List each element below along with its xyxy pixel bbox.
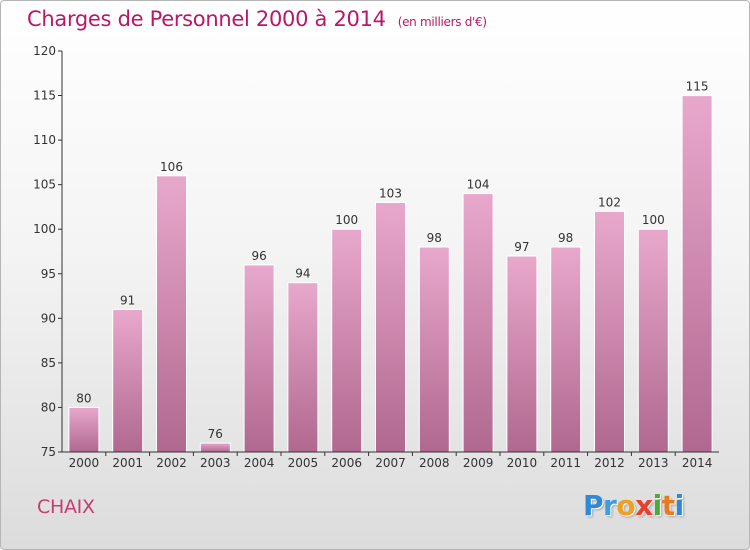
bar-2011 [550,246,582,453]
x-tick-label-2011: 2011 [550,456,581,470]
x-tick-label-2006: 2006 [331,456,362,470]
x-tick-label-2013: 2013 [638,456,669,470]
y-tick-label-75: 75 [41,445,56,459]
data-label-2011: 98 [558,231,573,245]
x-tick-label-2012: 2012 [594,456,625,470]
logo-letter: i [652,489,663,522]
bar-2014 [681,95,713,453]
y-tick-label-105: 105 [33,178,56,192]
bar-2002 [156,175,187,453]
data-label-2014: 115 [686,80,709,94]
data-label-2001: 91 [120,293,135,307]
bar-2012 [594,210,625,453]
x-tick-label-2005: 2005 [288,456,319,470]
x-tick-label-2002: 2002 [156,456,187,470]
x-tick-label-2003: 2003 [200,456,231,470]
data-label-2006: 100 [335,213,358,227]
bar-2003 [199,442,231,453]
chart-title-text: Charges de Personnel 2000 à 2014 [27,7,386,31]
data-label-2007: 103 [379,187,402,201]
x-tick-label-2007: 2007 [375,456,406,470]
x-tick-label-2008: 2008 [419,456,450,470]
x-tick-label-2010: 2010 [507,456,538,470]
bar-2000 [68,406,100,453]
data-label-2004: 96 [251,249,266,263]
bar-2010 [506,255,538,453]
y-tick-label-120: 120 [33,44,56,58]
logo-letter: i [674,489,685,522]
data-label-2010: 97 [514,240,529,254]
x-tick-label-2000: 2000 [69,456,100,470]
logo-letter: o [616,489,636,522]
y-tick-label-110: 110 [33,133,56,147]
y-tick-label-85: 85 [41,356,56,370]
y-tick-label-90: 90 [41,311,56,325]
data-label-2005: 94 [295,267,310,281]
commune-name: CHAIX [37,496,95,518]
x-tick-label-2014: 2014 [682,456,713,470]
bar-2013 [637,228,669,453]
proxiti-logo: Proxiti [583,489,684,522]
x-tick-label-2009: 2009 [463,456,494,470]
x-tick-label-2004: 2004 [244,456,275,470]
y-tick-label-115: 115 [33,89,56,103]
bar-2009 [462,193,494,453]
bar-2006 [331,228,363,453]
data-label-2000: 80 [76,391,91,405]
chart-subtitle: (en milliers d'€) [397,15,487,29]
data-label-2008: 98 [427,231,442,245]
y-tick-label-95: 95 [41,267,56,281]
data-label-2002: 106 [160,160,183,174]
bar-2008 [418,246,450,453]
logo-letter: x [635,489,653,522]
y-tick-label-100: 100 [33,222,56,236]
bar-2001 [112,308,144,453]
data-label-2013: 100 [642,213,665,227]
bar-2004 [243,264,275,453]
data-label-2012: 102 [598,195,621,209]
bar-2005 [287,282,319,453]
y-tick-label-80: 80 [41,400,56,414]
data-label-2003: 76 [208,427,223,441]
logo-letter: P [583,489,604,522]
logo-letter: t [661,489,675,522]
chart-title: Charges de Personnel 2000 à 2014 (en mill… [27,7,487,31]
bar-2007 [375,202,406,453]
data-label-2009: 104 [467,178,490,192]
x-tick-label-2001: 2001 [112,456,143,470]
logo-letter: r [603,489,617,522]
